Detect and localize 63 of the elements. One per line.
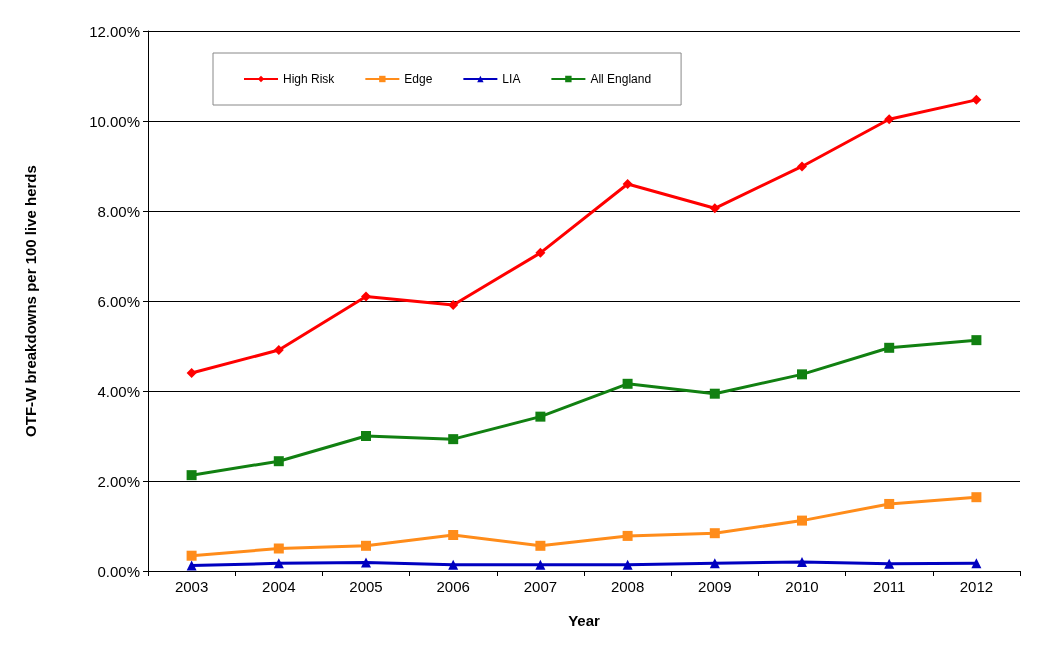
point [361, 291, 371, 302]
x-tick-label: 2012 [959, 578, 994, 595]
x-tick-label: 2006 [436, 578, 470, 595]
point [797, 557, 807, 567]
x-tick-label: 2004 [262, 578, 296, 595]
point [186, 368, 197, 378]
point [709, 558, 720, 569]
point [273, 456, 284, 467]
point [797, 515, 807, 526]
y-tick-label: 10.00% [89, 112, 140, 130]
y-axis-title: OTF-W breakdowns per 100 live herds [22, 165, 39, 437]
x-tick-label: 2008 [610, 578, 645, 595]
point [797, 369, 807, 380]
point [186, 560, 197, 571]
x-tick-label: 2003 [174, 578, 209, 595]
point [709, 203, 720, 214]
point [884, 498, 895, 509]
x-axis-title: Year [568, 612, 601, 629]
y-tick-label: 0.00% [97, 562, 140, 580]
x-tick-label: 2010 [785, 578, 819, 595]
legend-label: All England [590, 72, 652, 86]
point [361, 540, 371, 551]
x-tick-label: 2007 [523, 578, 558, 595]
point [535, 540, 546, 551]
point [448, 530, 459, 540]
point [622, 179, 633, 189]
point [884, 558, 895, 569]
y-tick-label: 4.00% [97, 382, 140, 400]
point [273, 345, 284, 356]
point [448, 559, 459, 570]
point [622, 378, 633, 389]
point [273, 543, 284, 554]
point [273, 558, 284, 569]
point [186, 470, 197, 481]
point [448, 434, 459, 445]
y-tick-label: 6.00% [97, 292, 140, 310]
x-tick-label: 2011 [873, 578, 906, 595]
point [535, 247, 546, 258]
point [971, 558, 982, 569]
point [884, 114, 895, 125]
y-tick-label: 8.00% [97, 202, 140, 220]
point [361, 431, 371, 441]
point [884, 342, 895, 353]
legend-label: Edge [404, 72, 433, 86]
point [622, 559, 633, 570]
point [622, 530, 633, 541]
x-tick-label: 2009 [698, 578, 732, 595]
legend-label: LIA [502, 72, 521, 86]
point [709, 528, 720, 539]
point [971, 94, 982, 105]
y-tick-label: 2.00% [97, 472, 140, 490]
y-tick-label: 12.00% [89, 22, 140, 40]
point [971, 492, 982, 503]
point [535, 411, 546, 422]
point [797, 161, 807, 172]
point [186, 550, 197, 561]
point [448, 300, 459, 311]
point [535, 559, 546, 570]
point [361, 557, 371, 568]
legend-label: High Risk [283, 72, 336, 86]
point [971, 335, 982, 346]
point [709, 388, 720, 399]
x-tick-label: 2005 [349, 578, 383, 595]
